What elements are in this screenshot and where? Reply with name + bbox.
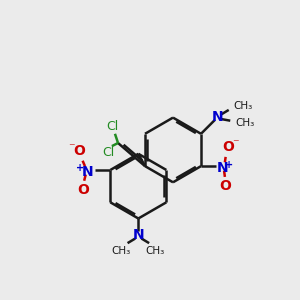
Text: O: O [74, 144, 86, 158]
Text: +: + [225, 160, 234, 170]
Text: CH₃: CH₃ [112, 246, 131, 256]
Text: CH₃: CH₃ [146, 246, 165, 256]
Text: N: N [217, 161, 228, 175]
Text: CH₃: CH₃ [235, 118, 254, 128]
Text: O: O [222, 140, 234, 154]
Text: Cl: Cl [103, 146, 115, 159]
Text: +: + [76, 164, 84, 173]
Text: ⁻: ⁻ [68, 141, 74, 154]
Text: CH₃: CH₃ [233, 101, 253, 111]
Text: O: O [219, 179, 231, 193]
Text: Cl: Cl [106, 120, 118, 133]
Text: N: N [212, 110, 224, 124]
Text: O: O [77, 183, 89, 197]
Text: ⁻: ⁻ [232, 137, 239, 150]
Text: N: N [81, 164, 93, 178]
Text: N: N [133, 228, 144, 242]
